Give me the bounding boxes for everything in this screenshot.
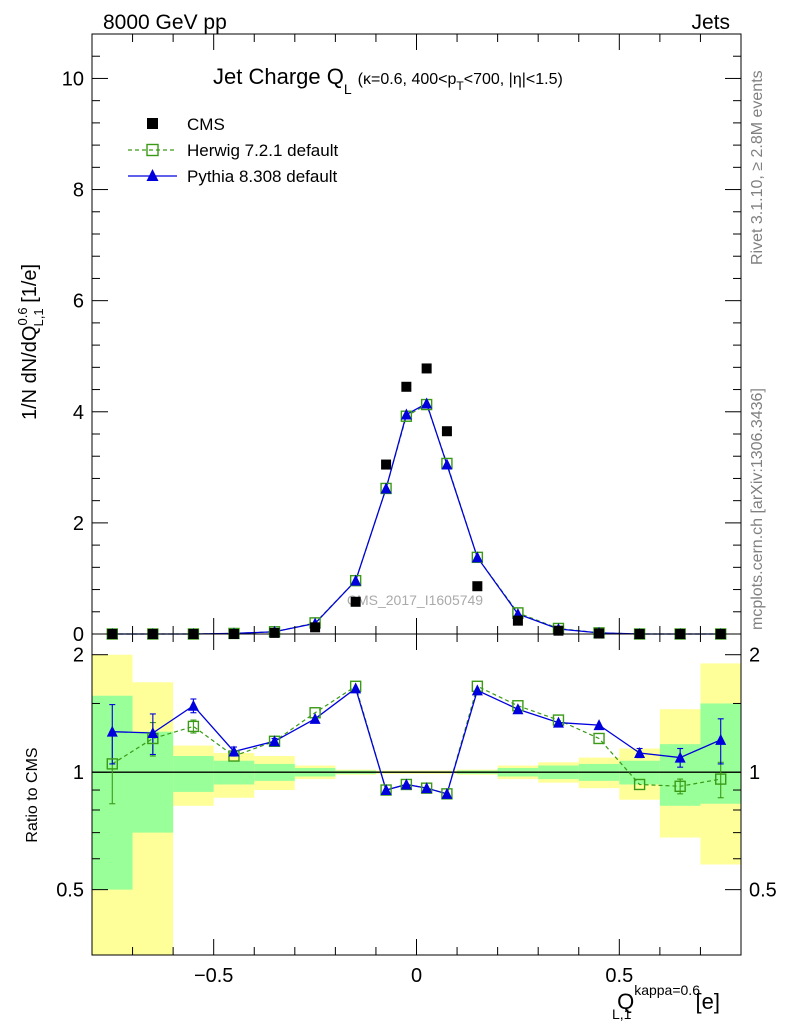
cms-point xyxy=(269,627,280,638)
main-ytick-label: 6 xyxy=(73,291,84,313)
ratio-pythia-point xyxy=(674,751,686,763)
title-main: Jet Charge Q xyxy=(213,64,344,89)
legend-cms-label: CMS xyxy=(187,115,225,134)
cms-point xyxy=(594,628,605,639)
ratio-herwig-point xyxy=(715,773,727,785)
main-ylabel-unit: [1/e] xyxy=(19,264,41,308)
legend-herwig-label: Herwig 7.2.1 default xyxy=(187,141,338,160)
ratio-pythia-point xyxy=(634,746,646,758)
main-ytick-label: 4 xyxy=(73,402,84,424)
ratio-pythia-point xyxy=(400,778,412,790)
side-label-mcplots: mcplots.cern.ch [arXiv:1306.3436] xyxy=(749,388,766,630)
ratio-ytick-label: 1 xyxy=(73,762,84,784)
ratio-pythia-point xyxy=(309,712,321,724)
xlabel-unit: [e] xyxy=(695,989,719,1014)
pythia-point xyxy=(471,551,483,563)
ratio-xtick-label: 0 xyxy=(411,965,422,987)
cms-point xyxy=(310,622,321,633)
main-ylabel-sup: 0.6 xyxy=(15,307,30,325)
side-label-rivet: Rivet 3.1.10, ≥ 2.8M events xyxy=(749,70,766,265)
ratio-herwig-point xyxy=(674,780,686,793)
pythia-point xyxy=(421,397,433,409)
title-cond-b: <700, |η|<1.5) xyxy=(464,71,563,88)
main-ytick-label: 0 xyxy=(73,624,84,646)
xlabel-sup: kappa=0.6 xyxy=(634,982,700,998)
watermark: CMS_2017_I1605749 xyxy=(347,592,483,608)
header-beam-label: 8000 GeV pp xyxy=(103,11,227,34)
ratio-ylabel: Ratio to CMS xyxy=(24,747,41,842)
ratio-pythia-point xyxy=(350,682,362,694)
ratio-herwig-point xyxy=(106,758,118,770)
legend-pythia-marker xyxy=(146,169,159,181)
legend-herwig-marker xyxy=(146,143,159,157)
main-ytick-label: 2 xyxy=(73,513,84,535)
ratio-pythia-line xyxy=(112,687,721,795)
header-process-label: Jets xyxy=(691,11,730,34)
ratio-pythia-point xyxy=(147,727,159,739)
ratio-pythia-point xyxy=(512,703,524,715)
cms-point xyxy=(441,426,452,437)
title-cond-a: (κ=0.6, 400<p xyxy=(358,71,457,88)
legend-pythia-label: Pythia 8.308 default xyxy=(187,167,338,186)
cms-point xyxy=(381,459,392,470)
ratio-ytick-label-right: 0.5 xyxy=(749,880,777,902)
cms-point xyxy=(472,581,483,592)
main-ytick-label: 10 xyxy=(62,68,84,90)
cms-point xyxy=(553,625,564,636)
xlabel: Qkappa=0.6 L,1 [e] xyxy=(612,982,720,1022)
cms-point xyxy=(401,381,412,392)
ratio-herwig-point xyxy=(633,778,646,791)
ratio-ytick-label-right: 1 xyxy=(749,762,760,784)
main-ylabel: 1/N dN/dQ0.6L,1 [1/e] xyxy=(15,264,46,420)
main-ytick-label: 8 xyxy=(73,180,84,202)
chart-title: Jet Charge QL (κ=0.6, 400<pT<700, |η|<1.5… xyxy=(213,64,563,97)
pythia-point xyxy=(400,408,412,420)
ratio-pythia-point xyxy=(552,716,564,728)
legend-cms-marker xyxy=(147,118,158,129)
title-cond-sub: T xyxy=(456,79,464,93)
ratio-herwig-point xyxy=(187,720,200,733)
legend: CMS Herwig 7.2.1 default Pythia 8.308 de… xyxy=(128,115,338,186)
ratio-pythia-point xyxy=(106,725,118,737)
ratio-pythia-point xyxy=(380,784,392,796)
pythia-point xyxy=(380,482,392,494)
pythia-point xyxy=(350,574,362,586)
cms-point xyxy=(350,596,361,607)
ratio-pythia-point xyxy=(269,735,281,747)
main-ylabel-sub: L,1 xyxy=(31,308,46,326)
cms-point xyxy=(512,615,523,626)
title-sub: L xyxy=(344,81,352,97)
ratio-herwig-point xyxy=(593,732,605,745)
ratio-ytick-label: 0.5 xyxy=(56,880,84,902)
ratio-pythia-point xyxy=(441,787,453,799)
ratio-pythia-point xyxy=(421,782,433,794)
ratio-pythia-point xyxy=(228,745,240,757)
ratio-pythia-point xyxy=(471,684,483,696)
ratio-ytick-label-right: 2 xyxy=(749,645,760,667)
ratio-xtick-label: −0.5 xyxy=(194,965,233,987)
ratio-pythia-point xyxy=(715,733,727,745)
xlabel-sub: L,1 xyxy=(612,1006,632,1022)
pythia-point xyxy=(441,458,453,470)
ratio-pythia-point xyxy=(593,719,605,731)
main-ylabel-prefix: 1/N dN/dQ xyxy=(19,326,41,420)
ratio-xtick-label: 0.5 xyxy=(605,965,633,987)
cms-point xyxy=(421,363,432,374)
xlabel-q: Q xyxy=(617,989,634,1014)
ratio-ytick-label: 2 xyxy=(73,645,84,667)
ratio-pythia-point xyxy=(187,699,199,711)
ratio-band-green xyxy=(173,756,214,792)
